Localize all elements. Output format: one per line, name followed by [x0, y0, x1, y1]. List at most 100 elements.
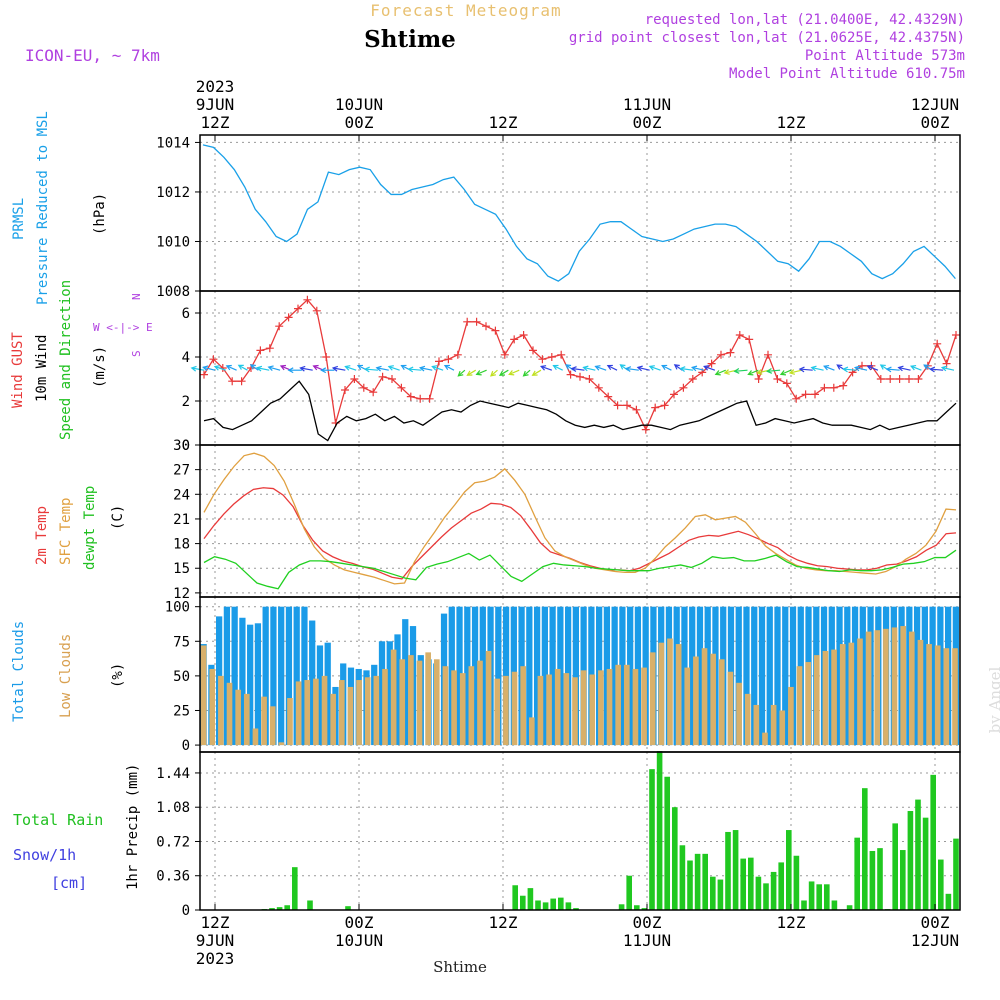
wind-arrow — [692, 366, 705, 371]
total-cloud-bar — [324, 642, 331, 746]
bottom-time-label: 00Z — [345, 913, 374, 932]
temp-label-unit: (C) — [110, 505, 126, 530]
bottom-time-label: 12Z — [777, 913, 806, 932]
total-cloud-bar — [758, 606, 766, 746]
wind-arrow — [715, 369, 726, 375]
rain-bar — [269, 908, 275, 910]
wind-arrow — [376, 367, 389, 371]
low-cloud-bar — [632, 668, 639, 746]
model-label: ICON-EU, ~ 7km — [25, 46, 160, 65]
y-tick-label: 24 — [173, 487, 190, 503]
total-cloud-bar — [301, 606, 308, 746]
low-cloud-bar — [485, 650, 492, 746]
wind-arrow — [226, 365, 237, 371]
wind-arrow — [661, 365, 672, 371]
gust-marker — [604, 392, 613, 401]
top-time-label: 12Z — [489, 113, 518, 132]
wind-arrow-head — [836, 364, 843, 370]
bottom-time-label: 11JUN — [623, 931, 671, 950]
total-cloud-bar — [913, 606, 921, 746]
rain-bar — [573, 908, 579, 910]
total-cloud-bar — [572, 606, 579, 746]
wind-arrow — [365, 368, 378, 371]
wind-arrow-head — [375, 365, 382, 372]
y-tick-label: 6 — [182, 306, 190, 322]
rain-bar — [710, 876, 716, 910]
total-cloud-bar — [859, 606, 866, 746]
total-cloud-bar — [766, 606, 773, 746]
total-cloud-bar — [394, 634, 401, 746]
wind-arrow-head — [249, 364, 256, 370]
low-cloud-bar — [917, 639, 924, 746]
rain-bar — [801, 900, 807, 910]
total-cloud-bar — [386, 641, 393, 746]
bottom-time-label: 12Z — [201, 913, 230, 932]
wind-arrow-head — [766, 368, 773, 374]
gust-marker — [491, 326, 500, 335]
gust-marker — [228, 377, 237, 386]
gust-marker — [623, 401, 631, 410]
rain-bar — [786, 830, 792, 910]
precip-label-snow: Snow/1h — [13, 846, 76, 864]
total-cloud-bar — [239, 617, 246, 746]
total-cloud-bar — [533, 606, 541, 746]
wind-arrow — [540, 365, 553, 371]
gust-marker — [265, 344, 274, 353]
gust-marker — [547, 353, 556, 361]
rain-bar — [846, 905, 853, 910]
low-cloud-bar — [451, 670, 457, 746]
gust-marker — [397, 383, 406, 392]
wind-arrow — [457, 369, 466, 377]
gust-marker — [369, 388, 378, 397]
gust-marker — [275, 322, 284, 331]
wind10-line — [203, 380, 957, 442]
wind-arrow-head — [636, 365, 643, 372]
gust-marker — [707, 359, 716, 368]
total-cloud-bar — [743, 606, 750, 746]
compass-s: S — [130, 350, 143, 357]
gust-marker — [576, 372, 584, 381]
rain-bar — [831, 900, 838, 910]
precip-labels: Total Rain Snow/1h [cm] 1hr Precip (mm) — [13, 764, 141, 892]
pressure-label-prmsl: PRMSL — [11, 198, 27, 240]
total-cloud-bar — [836, 606, 843, 746]
low-cloud-bar — [649, 652, 656, 746]
rain-bar — [869, 850, 876, 910]
low-cloud-bar — [718, 659, 725, 746]
low-cloud-bar — [606, 668, 613, 746]
panel-frame — [199, 751, 961, 911]
total-cloud-bar — [526, 606, 533, 746]
gust-marker — [829, 383, 838, 392]
wind-arrow-head — [490, 370, 496, 377]
temp-label-sfc: SFC Temp — [58, 498, 74, 565]
rain-bar — [953, 838, 959, 910]
y-tick-label: 2 — [182, 394, 190, 410]
low-cloud-bar — [243, 693, 250, 746]
y-tick-label: 27 — [173, 463, 190, 479]
rain-bar — [770, 871, 777, 910]
y-tick-label: 18 — [173, 537, 190, 553]
wind-arrow-head — [823, 364, 830, 371]
wind-label-unit: (m/s) — [92, 346, 108, 388]
gust-marker — [933, 339, 942, 348]
wind-arrow — [607, 365, 618, 371]
wind-arrow — [467, 369, 477, 376]
gust-marker — [764, 350, 772, 359]
wind-arrow-head — [798, 366, 805, 373]
low-cloud-bar — [546, 674, 552, 746]
total-cloud-bar — [285, 606, 293, 746]
wind-arrow-head — [267, 365, 274, 371]
gust-marker — [670, 390, 678, 399]
gust-marker — [406, 392, 415, 401]
low-cloud-bar — [390, 649, 397, 746]
pressure-line — [202, 144, 956, 282]
wind-labels: Wind GUST 10m Wind Speed and Direction (… — [10, 280, 153, 440]
point-altitude: Point Altitude 573m — [805, 48, 965, 64]
wind-arrow-head — [466, 370, 473, 376]
low-cloud-bar — [209, 668, 216, 746]
gust-marker — [557, 350, 566, 359]
wind-arrow-head — [940, 365, 948, 372]
rain-bar — [740, 858, 746, 910]
wind-arrow-head — [320, 367, 327, 374]
gust-marker — [745, 335, 754, 344]
